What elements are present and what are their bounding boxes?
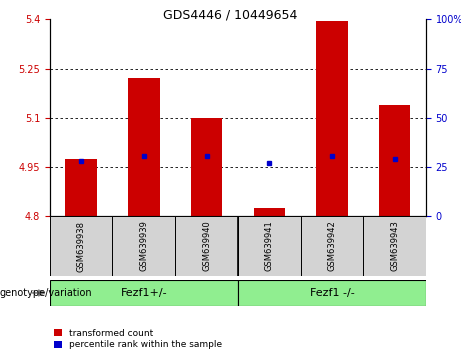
Bar [238,216,301,276]
Bar [175,216,238,276]
Bar [301,216,363,276]
Text: GSM639941: GSM639941 [265,221,274,272]
Bar [50,216,112,276]
Bar [50,280,238,306]
Text: Fezf1+/-: Fezf1+/- [120,288,167,298]
Bar [191,118,222,216]
Text: GSM639940: GSM639940 [202,221,211,272]
Bar [65,159,97,216]
Text: genotype/variation: genotype/variation [0,288,93,298]
Bar [363,216,426,276]
Bar [128,79,160,216]
Bar [112,216,175,276]
Bar [379,105,410,216]
Text: GSM639943: GSM639943 [390,221,399,272]
Text: Fezf1 -/-: Fezf1 -/- [309,288,355,298]
Legend: transformed count, percentile rank within the sample: transformed count, percentile rank withi… [54,329,222,349]
Text: GSM639939: GSM639939 [139,221,148,272]
Text: GSM639938: GSM639938 [77,221,86,272]
Text: GDS4446 / 10449654: GDS4446 / 10449654 [163,9,298,22]
Bar [316,21,348,216]
Bar [238,280,426,306]
Bar [254,208,285,216]
Text: GSM639942: GSM639942 [327,221,337,272]
